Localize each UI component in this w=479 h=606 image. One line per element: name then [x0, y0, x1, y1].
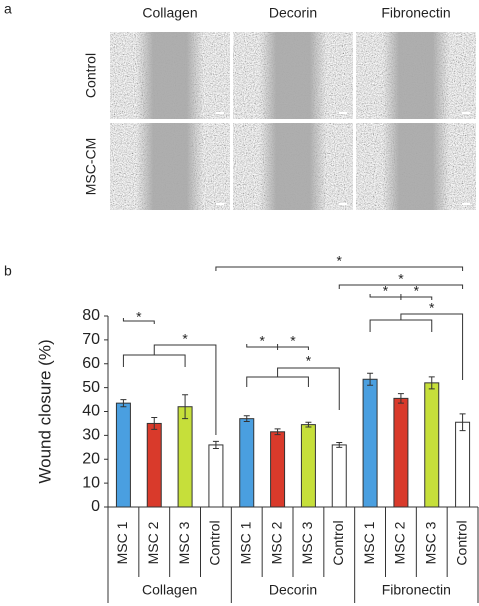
panel-a: a Collagen Decorin Fibronectin Control MSC-CM — [4, 1, 476, 210]
error-bar — [336, 442, 343, 448]
x-tick-label: Control — [330, 520, 346, 565]
x-tick-label: MSC 1 — [237, 521, 253, 564]
x-tick-label: MSC 3 — [422, 521, 438, 564]
x-tick-label: MSC 1 — [361, 521, 377, 564]
column-header: Collagen — [142, 5, 197, 21]
error-bar — [212, 440, 219, 450]
error-bar — [428, 376, 435, 390]
panel-label: a — [4, 1, 12, 17]
significance-bracket — [369, 294, 402, 300]
y-tick-label: 0 — [91, 498, 100, 515]
wound-gap — [110, 123, 230, 210]
error-bar — [274, 428, 281, 436]
x-tick-label: MSC 2 — [268, 521, 284, 564]
row-header: MSC-CM — [83, 138, 99, 196]
panel-label: b — [4, 263, 12, 279]
significance-bracket — [215, 266, 464, 271]
y-tick-label: 40 — [82, 403, 100, 420]
significance-star: * — [398, 271, 404, 287]
significance-star: * — [136, 309, 142, 325]
y-axis-label: Wound closure (%) — [35, 339, 54, 483]
x-tick-label: Control — [207, 520, 223, 565]
significance-star: * — [259, 333, 265, 349]
significance-bracket — [369, 313, 464, 380]
bar — [393, 397, 409, 508]
significance-bracket — [400, 294, 433, 300]
significance-bracket — [338, 284, 464, 289]
significance-star: * — [429, 300, 435, 316]
x-tick-label: MSC 2 — [392, 521, 408, 564]
panel-b: b Wound closure (%) 0 10 20 30 40 50 60 70 80 MSC 1… — [4, 253, 479, 603]
error-bar — [120, 399, 127, 408]
y-tick-label: 10 — [82, 474, 100, 491]
x-tick-label: MSC 3 — [176, 521, 192, 564]
group-label: Fibronectin — [382, 582, 451, 598]
bar — [115, 402, 131, 508]
significance-bracket — [277, 344, 309, 350]
y-tick-label: 70 — [82, 331, 100, 348]
bar — [146, 422, 162, 508]
significance-star: * — [414, 283, 420, 299]
bar — [455, 421, 471, 508]
error-bar — [367, 372, 374, 386]
group-label: Collagen — [142, 582, 197, 598]
y-tick-label: 30 — [82, 427, 100, 444]
bar — [331, 444, 347, 508]
bar — [270, 431, 286, 508]
significance-star: * — [182, 331, 188, 347]
significance-bracket — [246, 367, 340, 410]
error-bar — [397, 393, 404, 404]
error-bar — [305, 421, 312, 428]
error-bar — [151, 416, 158, 430]
error-bar — [459, 413, 466, 432]
y-tick-label: 50 — [82, 379, 100, 396]
significance-star: * — [383, 283, 389, 299]
significance-bracket — [122, 344, 217, 435]
wound-gap — [233, 123, 353, 210]
y-tick-label: 80 — [82, 307, 100, 324]
bar — [177, 406, 193, 508]
x-tick-label: MSC 3 — [299, 521, 315, 564]
significance-star: * — [337, 253, 343, 269]
significance-bracket — [122, 318, 155, 324]
bar — [362, 378, 378, 508]
bar — [239, 418, 255, 508]
y-tick-label: 20 — [82, 450, 100, 467]
bar — [208, 444, 224, 508]
group-label: Decorin — [269, 582, 317, 598]
wound-gap — [356, 123, 476, 210]
error-bar — [182, 394, 189, 420]
bar — [300, 424, 316, 508]
x-tick-label: MSC 1 — [114, 521, 130, 564]
column-header: Fibronectin — [381, 5, 450, 21]
wound-gap — [233, 32, 353, 119]
wound-gap — [110, 32, 230, 119]
significance-bracket — [246, 344, 279, 350]
x-tick-label: Control — [453, 520, 469, 565]
significance-star: * — [290, 333, 296, 349]
row-header: Control — [83, 53, 99, 98]
error-bar — [243, 415, 250, 423]
column-header: Decorin — [269, 5, 317, 21]
y-tick-label: 60 — [82, 355, 100, 372]
bar — [424, 382, 440, 508]
wound-gap — [356, 32, 476, 119]
x-tick-label: MSC 2 — [145, 521, 161, 564]
significance-star: * — [306, 353, 312, 369]
